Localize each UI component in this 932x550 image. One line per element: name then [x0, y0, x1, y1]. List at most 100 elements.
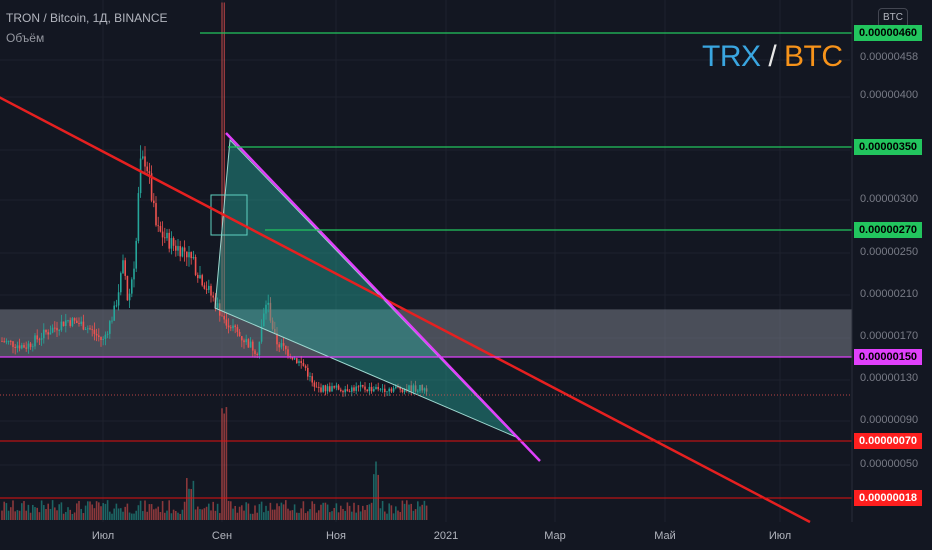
volume-bar	[194, 509, 197, 520]
candle-body	[419, 384, 421, 391]
candle-body	[236, 327, 239, 332]
volume-bar	[269, 502, 272, 520]
volume-bar	[188, 488, 190, 520]
volume-bar	[318, 510, 320, 520]
candle-body	[309, 376, 311, 378]
candle-body	[7, 340, 10, 342]
candle-body	[375, 386, 377, 390]
volume-bar	[287, 508, 289, 520]
candle-body	[199, 275, 201, 279]
candle-body	[62, 321, 65, 327]
volume-bar	[205, 506, 208, 520]
price-tick: 0.00000400	[860, 89, 919, 101]
volume-bar	[71, 513, 74, 520]
candle-body	[219, 303, 221, 316]
volume-bar	[227, 500, 230, 520]
volume-bar	[309, 509, 311, 520]
volume-bar	[150, 504, 153, 520]
candle-body	[254, 350, 256, 355]
pair-quote: BTC	[784, 40, 843, 73]
candle-body	[181, 247, 184, 257]
candle-body	[406, 388, 408, 391]
volume-bar	[128, 512, 131, 520]
volume-bar	[93, 508, 96, 520]
candle-body	[3, 341, 5, 343]
candle-body	[84, 329, 87, 331]
candle-body	[417, 390, 419, 392]
candle-body	[304, 365, 307, 368]
volume-bar	[133, 513, 135, 520]
candle-body	[320, 387, 322, 392]
candle-body	[258, 341, 261, 356]
price-level-label: 0.00000018	[854, 490, 922, 506]
volume-bar	[311, 501, 313, 520]
candle-body	[425, 388, 428, 392]
candle-body	[249, 341, 252, 348]
volume-bar	[126, 503, 129, 520]
candle-body	[159, 225, 162, 232]
candle-body	[100, 336, 102, 340]
volume-bar	[355, 512, 357, 520]
candle-body	[65, 320, 67, 327]
candle-body	[346, 389, 349, 392]
candle-body	[93, 329, 96, 334]
candle-body	[408, 385, 410, 391]
volume-bar	[10, 507, 12, 520]
candle-body	[78, 323, 80, 324]
volume-bar	[212, 501, 214, 520]
candle-body	[172, 238, 175, 246]
volume-bar	[14, 511, 16, 520]
pair-base: TRX	[702, 40, 761, 73]
candle-body	[168, 232, 170, 249]
volume-bar	[366, 505, 368, 520]
volume-bar	[155, 508, 157, 520]
candle-body	[25, 347, 27, 349]
volume-bar	[58, 504, 60, 520]
candle-body	[353, 387, 355, 391]
candle-body	[298, 361, 300, 363]
volume-bar	[384, 511, 386, 520]
candle-body	[227, 325, 230, 328]
candle-body	[89, 328, 91, 330]
trend-line-red	[0, 96, 811, 524]
candle-body	[331, 386, 333, 392]
volume-bar	[359, 511, 362, 520]
candle-body	[175, 245, 177, 251]
candle-body	[115, 305, 118, 307]
volume-bar	[280, 502, 283, 520]
candle-body	[51, 327, 54, 333]
volume-bar	[249, 513, 252, 520]
volume-bar	[131, 513, 133, 520]
candlesticks	[1, 2, 428, 397]
volume-bar	[197, 506, 199, 520]
volume-bar	[124, 506, 126, 520]
candle-body	[201, 275, 203, 286]
candle-body	[60, 321, 63, 331]
volume-bar	[157, 506, 159, 520]
volume-bar	[100, 506, 102, 520]
candle-body	[179, 246, 181, 257]
time-tick: Ноя	[325, 530, 347, 542]
volume-bar	[36, 507, 38, 520]
volume-bar	[252, 513, 254, 520]
volume-bar	[307, 511, 309, 520]
volume-bar	[381, 500, 384, 520]
volume-bar	[210, 510, 212, 520]
highlight-box	[210, 194, 248, 236]
volume-bar	[51, 500, 54, 520]
volume-bar	[221, 408, 223, 520]
candle-body	[245, 339, 247, 343]
candle-body	[302, 362, 305, 366]
candle-body	[45, 329, 47, 333]
volume-bar	[29, 512, 32, 520]
candle-body	[364, 386, 366, 390]
drawings	[0, 0, 853, 524]
candle-body	[230, 327, 232, 329]
volume-bar	[346, 502, 349, 520]
candle-body	[384, 388, 386, 393]
candle-body	[285, 345, 287, 350]
candle-body	[293, 358, 296, 360]
volume-bar	[21, 503, 23, 520]
volume-label: Объём	[6, 31, 45, 45]
